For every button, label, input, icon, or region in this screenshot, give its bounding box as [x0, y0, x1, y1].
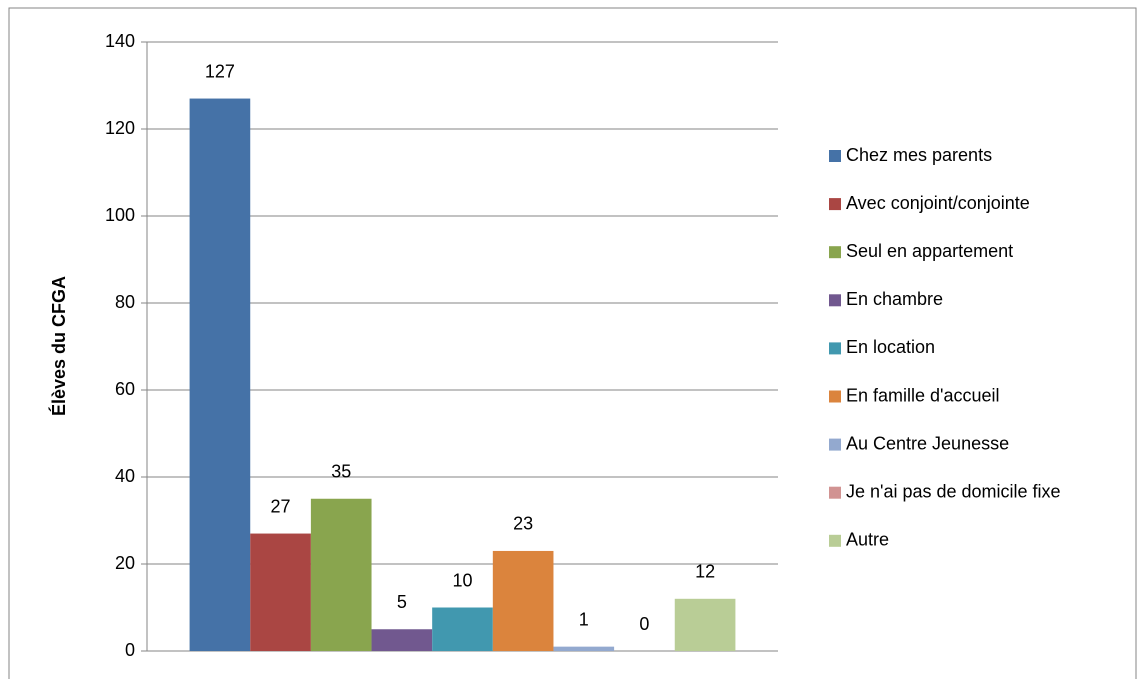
legend-swatch: [829, 294, 841, 307]
legend-swatch: [829, 438, 841, 451]
data-label: 12: [695, 562, 715, 582]
legend-swatch: [829, 486, 841, 499]
data-label: 5: [397, 592, 407, 612]
bar: [189, 98, 251, 652]
legend-swatch: [829, 150, 841, 162]
data-label: 23: [513, 514, 533, 534]
bar: [432, 607, 493, 651]
legend-label: Je n'ai pas de domicile fixe: [846, 481, 1061, 501]
legend-label: Au Centre Jeunesse: [846, 433, 1009, 453]
legend-label: En chambre: [846, 289, 943, 309]
chart-frame: [8, 7, 1137, 679]
bar: [492, 550, 554, 651]
data-label: 0: [639, 614, 649, 634]
data-label: 35: [331, 462, 351, 482]
legend-swatch: [829, 390, 841, 403]
bar: [371, 629, 433, 651]
legend-swatch: [829, 198, 841, 211]
bar: [310, 498, 372, 651]
y-axis-label: Élèves du CFGA: [48, 276, 69, 416]
y-tick-label: 140: [105, 31, 135, 51]
legend-swatch: [829, 534, 841, 547]
legend-label: Seul en appartement: [846, 241, 1013, 261]
y-tick-label: 40: [115, 466, 135, 486]
y-tick-label: 0: [125, 640, 135, 660]
legend-label: Autre: [846, 530, 889, 550]
y-tick-label: 60: [115, 379, 135, 399]
data-label: 10: [452, 570, 472, 590]
y-tick-label: 20: [115, 553, 135, 573]
y-tick-label: 120: [105, 118, 135, 138]
bar: [250, 533, 311, 651]
data-label: 27: [271, 496, 291, 516]
legend-label: En location: [846, 337, 935, 357]
legend-label: Avec conjoint/conjointe: [846, 193, 1030, 213]
legend-swatch: [829, 342, 841, 355]
legend-swatch: [829, 246, 841, 259]
legend-label: Chez mes parents: [846, 145, 992, 165]
y-tick-label: 80: [115, 292, 135, 312]
bar: [674, 598, 736, 651]
data-label: 1: [579, 609, 589, 629]
legend-label: En famille d'accueil: [846, 385, 1000, 405]
data-label: 127: [205, 61, 235, 81]
bar: [553, 646, 615, 651]
y-tick-label: 100: [105, 205, 135, 225]
